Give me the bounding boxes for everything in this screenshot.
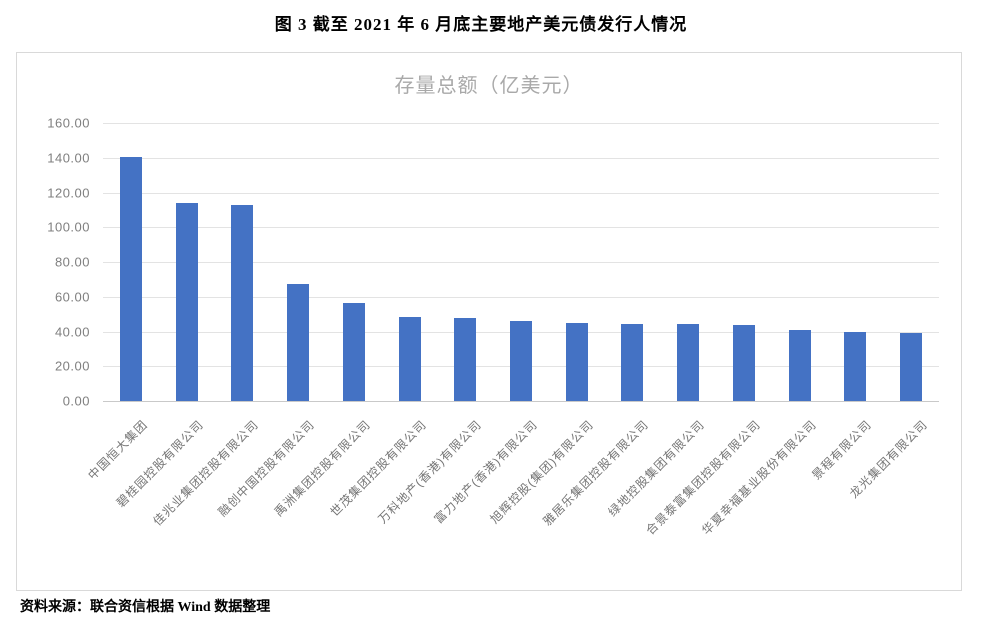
bar (565, 322, 588, 401)
figure-title: 图 3 截至 2021 年 6 月底主要地产美元债发行人情况 (274, 15, 688, 34)
y-axis-tick-label: 100.00 (47, 219, 90, 235)
x-axis-category-label: 融创中国控股有限公司 (215, 417, 318, 520)
bar (621, 324, 644, 401)
y-axis-tick-label: 140.00 (47, 150, 90, 166)
chart-title: 存量总额（亿美元） (394, 75, 584, 97)
y-gridline (103, 192, 939, 194)
x-axis-category-label: 富力地产(香港)有限公司 (431, 417, 541, 527)
bar (844, 331, 867, 401)
bar (677, 324, 700, 401)
y-gridline (103, 262, 939, 263)
y-axis-tick-label: 80.00 (54, 254, 90, 270)
y-axis-tick-label: 20.00 (54, 358, 90, 374)
bar (231, 205, 254, 401)
bar (510, 320, 532, 401)
x-axis-line (103, 401, 939, 402)
bar (342, 303, 365, 401)
bar (119, 157, 142, 401)
chart-frame: 存量总额（亿美元） 0.00 20.00 40.00 60.00 80.00 100.00… (16, 52, 962, 591)
x-axis-category-label: 佳兆业集团控股有限公司 (150, 417, 262, 529)
y-axis-tick-label: 0.00 (62, 393, 90, 409)
x-axis-category-label: 绿地控股集团有限公司 (605, 417, 708, 520)
y-gridline (103, 123, 939, 124)
y-gridline (103, 227, 939, 229)
x-axis-category-label: 雅居乐集团控股有限公司 (540, 417, 652, 529)
bar (732, 325, 755, 401)
x-axis-category-label: 华夏幸福基业股份有限公司 (698, 417, 819, 538)
y-axis-tick-label: 160.00 (47, 115, 90, 131)
source-note: 资料来源：联合资信根据 Wind 数据整理 (20, 600, 271, 615)
bar (900, 332, 923, 401)
bar (287, 283, 310, 401)
bar (454, 318, 477, 401)
x-axis-category-label: 禹洲集团控股有限公司 (271, 417, 374, 520)
bar (788, 330, 811, 401)
y-gridline (103, 157, 939, 159)
x-axis-category-label: 世茂集团控股有限公司 (327, 417, 429, 520)
bar (175, 202, 198, 401)
x-axis-category-label: 旭辉控股(集团)有限公司 (487, 417, 597, 527)
y-gridline (103, 296, 939, 298)
y-axis-tick-label: 60.00 (54, 289, 90, 305)
y-axis-tick-label: 120.00 (47, 185, 90, 200)
bar (398, 316, 421, 401)
x-axis-category-label: 万科地产(香港)有限公司 (375, 417, 485, 527)
y-axis-tick-label: 40.00 (54, 324, 90, 339)
